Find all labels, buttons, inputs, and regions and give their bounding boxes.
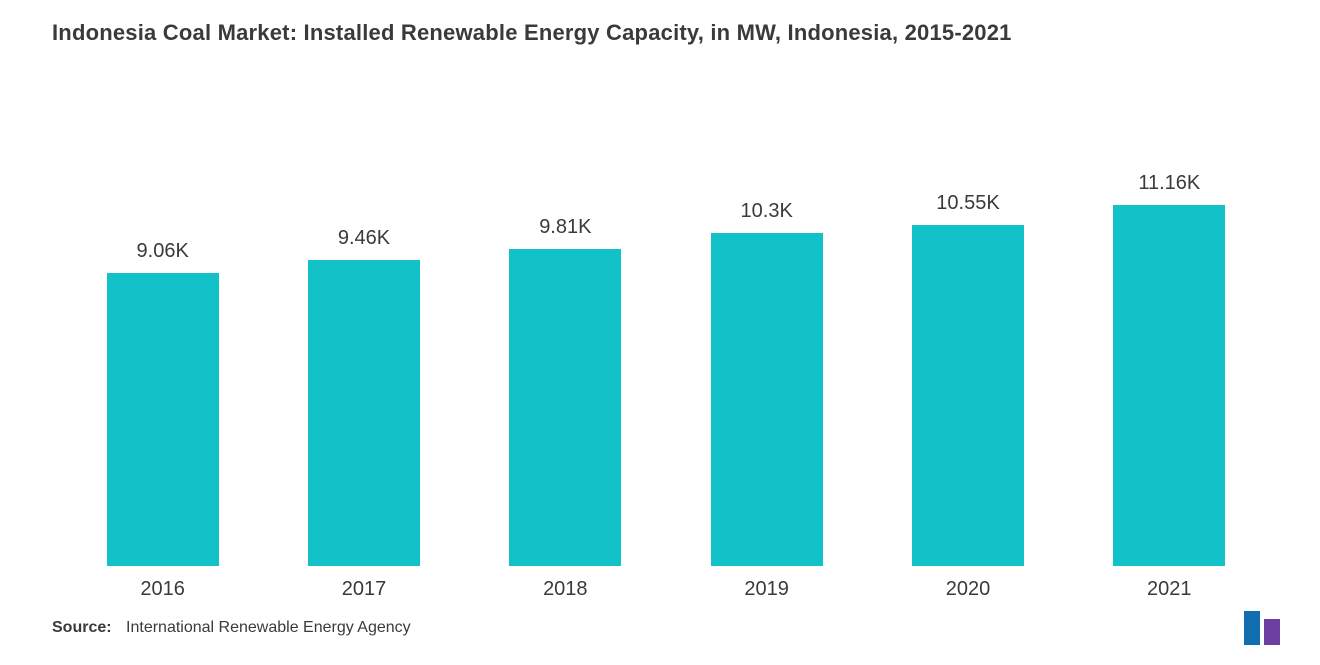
bar-category-label: 2016 <box>140 578 185 601</box>
bar-category-label: 2020 <box>946 578 991 601</box>
bar-group: 9.46K2017 <box>263 86 464 566</box>
logo-bar-icon <box>1264 619 1280 645</box>
bar <box>107 273 219 566</box>
bar-category-label: 2017 <box>342 578 387 601</box>
bar <box>509 249 621 566</box>
source-label: Source: <box>52 619 112 636</box>
bar-value-label: 9.46K <box>338 227 390 250</box>
bar <box>912 225 1024 566</box>
bar-category-label: 2018 <box>543 578 588 601</box>
bar <box>308 260 420 566</box>
bar-group: 10.55K2020 <box>867 86 1068 566</box>
bar-group: 11.16K2021 <box>1069 86 1270 566</box>
brand-logo <box>1244 611 1280 645</box>
bar-value-label: 9.81K <box>539 216 591 239</box>
bar-group: 10.3K2019 <box>666 86 867 566</box>
bar-category-label: 2019 <box>744 578 789 601</box>
bar-category-label: 2021 <box>1147 578 1192 601</box>
bar <box>711 233 823 566</box>
chart-title: Indonesia Coal Market: Installed Renewab… <box>52 20 1280 46</box>
source-line: Source: International Renewable Energy A… <box>52 619 411 637</box>
source-text: International Renewable Energy Agency <box>126 619 411 636</box>
bar-chart: 9.06K20169.46K20179.81K201810.3K201910.5… <box>52 86 1280 566</box>
bar-value-label: 10.3K <box>741 200 793 223</box>
bar <box>1113 205 1225 566</box>
bar-value-label: 9.06K <box>137 240 189 263</box>
logo-bar-icon <box>1244 611 1260 645</box>
bar-group: 9.06K2016 <box>62 86 263 566</box>
bar-value-label: 11.16K <box>1138 172 1200 195</box>
bar-group: 9.81K2018 <box>465 86 666 566</box>
footer: Source: International Renewable Energy A… <box>52 611 1280 645</box>
bar-value-label: 10.55K <box>936 192 999 215</box>
